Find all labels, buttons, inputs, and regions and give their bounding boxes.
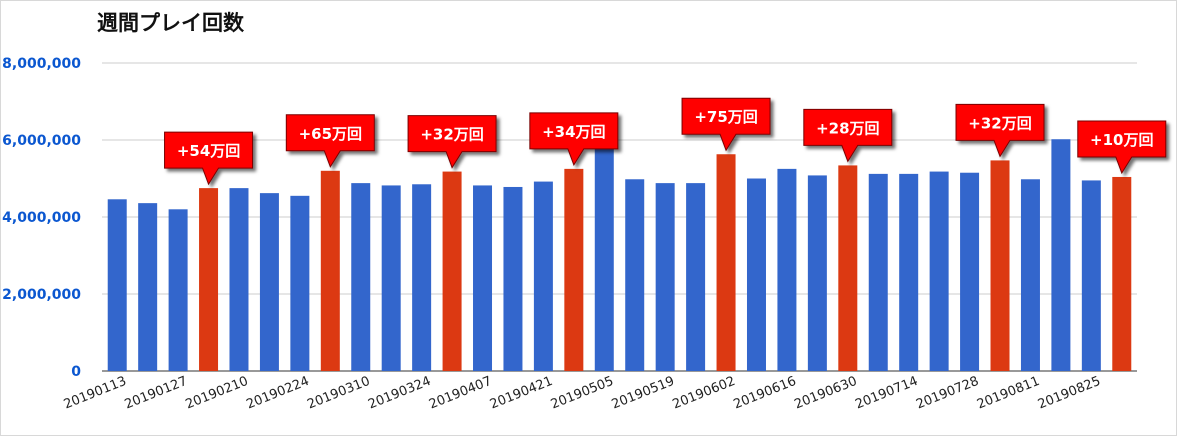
bar xyxy=(168,209,188,371)
x-tick-label: 20190421 xyxy=(488,374,555,413)
callout-box xyxy=(285,114,375,168)
bar xyxy=(473,185,493,371)
bar-highlighted xyxy=(838,165,858,371)
callout-label: +32万回 xyxy=(420,126,483,144)
x-tick-label: 20190127 xyxy=(123,374,190,413)
callout-label: +28万回 xyxy=(816,119,879,137)
bar xyxy=(807,175,827,371)
callout-box xyxy=(164,131,254,186)
bar xyxy=(929,171,949,371)
callout-box xyxy=(803,108,893,163)
y-axis: 0 2,000,000 4,000,000 6,000,000 8,000,000 xyxy=(2,56,81,380)
callout-label: +10万回 xyxy=(1090,131,1153,149)
callout-label: +54万回 xyxy=(177,142,240,160)
callout-box xyxy=(529,112,619,166)
callout-box xyxy=(681,97,771,152)
bar-highlighted xyxy=(990,160,1010,371)
x-tick-label: 20190811 xyxy=(975,374,1042,413)
bar xyxy=(960,172,980,371)
callout-box xyxy=(955,103,1045,158)
x-tick-label: 20190616 xyxy=(731,374,798,413)
bar xyxy=(868,173,888,371)
bar xyxy=(655,183,675,371)
bar xyxy=(746,178,766,371)
x-tick-label: 20190519 xyxy=(610,374,677,413)
bar-highlighted xyxy=(320,170,340,371)
bar xyxy=(899,173,919,371)
y-tick-label: 6,000,000 xyxy=(2,133,81,149)
bar xyxy=(412,184,432,371)
bar-highlighted xyxy=(199,188,219,371)
x-tick-label: 20190224 xyxy=(244,374,311,413)
bar xyxy=(533,181,553,371)
bar xyxy=(1051,139,1071,371)
x-tick-label: 20190714 xyxy=(853,374,920,413)
bar xyxy=(138,203,158,371)
x-tick-label: 20190602 xyxy=(671,374,738,413)
bar xyxy=(229,188,249,371)
x-tick-label: 20190505 xyxy=(549,374,616,413)
x-tick-label: 20190825 xyxy=(1036,374,1103,413)
x-tick-label: 20190310 xyxy=(305,374,372,413)
callout-label: +65万回 xyxy=(299,125,362,143)
callout-box xyxy=(1077,120,1167,175)
bar xyxy=(351,183,371,371)
y-tick-label: 8,000,000 xyxy=(2,56,81,72)
callout-label: +34万回 xyxy=(542,123,605,141)
bar xyxy=(686,183,706,371)
bar xyxy=(503,186,523,371)
bar xyxy=(381,185,401,371)
bar xyxy=(259,193,279,371)
x-axis: 2019011320190127201902102019022420190310… xyxy=(62,374,1103,413)
bar xyxy=(290,195,310,371)
x-tick-label: 20190210 xyxy=(184,374,251,413)
callout-label: +75万回 xyxy=(694,108,757,126)
callout-box xyxy=(407,115,497,169)
x-tick-label: 20190407 xyxy=(427,374,494,413)
bar xyxy=(1020,179,1040,371)
chart-title: 週間プレイ回数 xyxy=(97,11,244,35)
bar-highlighted xyxy=(716,154,736,371)
bar xyxy=(777,168,797,371)
y-tick-label: 2,000,000 xyxy=(2,287,81,303)
x-tick-label: 20190324 xyxy=(366,374,433,413)
bar xyxy=(594,131,614,371)
callout-label: +32万回 xyxy=(968,114,1031,132)
bar-highlighted xyxy=(1112,176,1132,371)
x-tick-label: 20190630 xyxy=(792,374,859,413)
x-tick-label: 20190728 xyxy=(914,374,981,413)
bar-highlighted xyxy=(564,168,584,371)
bar xyxy=(625,179,645,371)
bar xyxy=(107,199,127,371)
y-tick-label: 0 xyxy=(71,364,81,380)
bar-highlighted xyxy=(442,171,462,371)
bars xyxy=(107,131,1132,371)
y-tick-label: 4,000,000 xyxy=(2,210,81,226)
callouts: +54万回 +65万回 +32万回 +34万回 +75万回 +28万回 +32万回 +10万回 xyxy=(164,97,1167,186)
bar xyxy=(1081,180,1101,371)
